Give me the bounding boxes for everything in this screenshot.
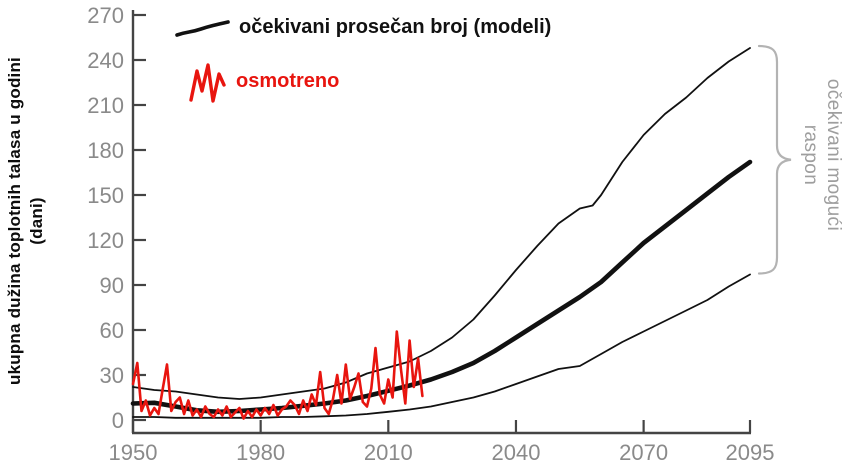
x-tick-label: 2095 — [726, 440, 775, 465]
y-tick-label: 0 — [112, 408, 124, 433]
model-line-icon — [175, 17, 231, 39]
legend-item-observed: osmotreno — [188, 58, 339, 104]
y-tick-label: 240 — [87, 48, 124, 73]
y-axis-title: ukupna dužina toplotnih talasa u godini … — [4, 1, 48, 441]
series-model-mean — [130, 159, 753, 415]
y-axis-title-line1: ukupna dužina toplotnih talasa u godini — [5, 57, 24, 385]
y-tick-label: 90 — [100, 273, 124, 298]
observed-zigzag-icon — [188, 58, 228, 104]
expected-range-annotation-line2: raspon — [800, 124, 821, 186]
y-tick-label: 120 — [87, 228, 124, 253]
y-tick-label: 210 — [87, 93, 124, 118]
series-lower-bound — [132, 273, 751, 419]
series-observed — [131, 330, 424, 420]
series-upper-bound — [132, 47, 751, 400]
y-tick-label: 180 — [87, 138, 124, 163]
expected-range-annotation: očekivani mogući raspon — [799, 0, 845, 315]
y-tick-label: 150 — [87, 183, 124, 208]
x-tick-label: 1950 — [109, 440, 158, 465]
x-tick-label: 2070 — [619, 440, 668, 465]
legend-item-model: očekivani prosečan broj (modeli) — [175, 16, 551, 39]
range-brace — [757, 44, 792, 275]
y-tick-label: 30 — [100, 363, 124, 388]
x-tick-label: 2040 — [491, 440, 540, 465]
expected-range-annotation-line1: očekivani mogući — [823, 78, 844, 232]
y-tick-label: 60 — [100, 318, 124, 343]
x-tick-label: 1980 — [236, 440, 285, 465]
legend-model-label: očekivani prosečan broj (modeli) — [239, 16, 552, 38]
y-tick-label: 270 — [87, 3, 124, 28]
y-axis-title-line2: (dani) — [27, 197, 46, 245]
x-tick-label: 2010 — [364, 440, 413, 465]
legend-observed-label: osmotreno — [236, 69, 340, 92]
